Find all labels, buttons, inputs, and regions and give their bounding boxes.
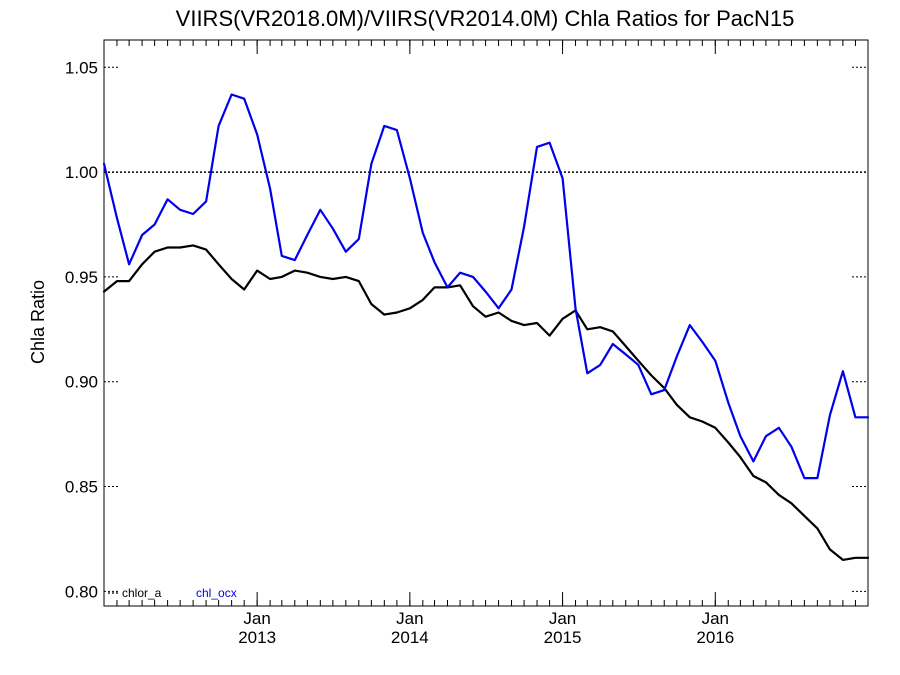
x-tick-label-month: Jan: [702, 609, 729, 628]
y-tick-label: 0.85: [65, 478, 98, 497]
plot-area: 0.800.850.900.951.001.05Jan2013Jan2014Ja…: [65, 39, 870, 647]
x-tick-label-year: 2015: [544, 628, 582, 647]
x-tick-label-month: Jan: [396, 609, 423, 628]
x-tick-label-year: 2014: [391, 628, 429, 647]
x-tick-label-month: Jan: [549, 609, 576, 628]
y-tick-label: 0.90: [65, 373, 98, 392]
legend-label-chl-ocx: chl_ocx: [196, 586, 237, 600]
x-tick-label-year: 2013: [238, 628, 276, 647]
x-tick-label-year: 2016: [696, 628, 734, 647]
y-tick-label: 1.00: [65, 163, 98, 182]
legend: chlor_a chl_ocx: [108, 586, 237, 600]
series-line-chlor-a: [102, 244, 870, 562]
chart-title: VIIRS(VR2018.0M)/VIIRS(VR2014.0M) Chla R…: [176, 6, 795, 31]
y-axis-label: Chla Ratio: [28, 280, 48, 364]
y-tick-label: 0.80: [65, 582, 98, 601]
series-line-chl-ocx: [102, 93, 870, 480]
legend-label-chlor-a: chlor_a: [122, 586, 162, 600]
x-tick-label-month: Jan: [243, 609, 270, 628]
y-tick-label: 0.95: [65, 268, 98, 287]
y-tick-label: 1.05: [65, 58, 98, 77]
